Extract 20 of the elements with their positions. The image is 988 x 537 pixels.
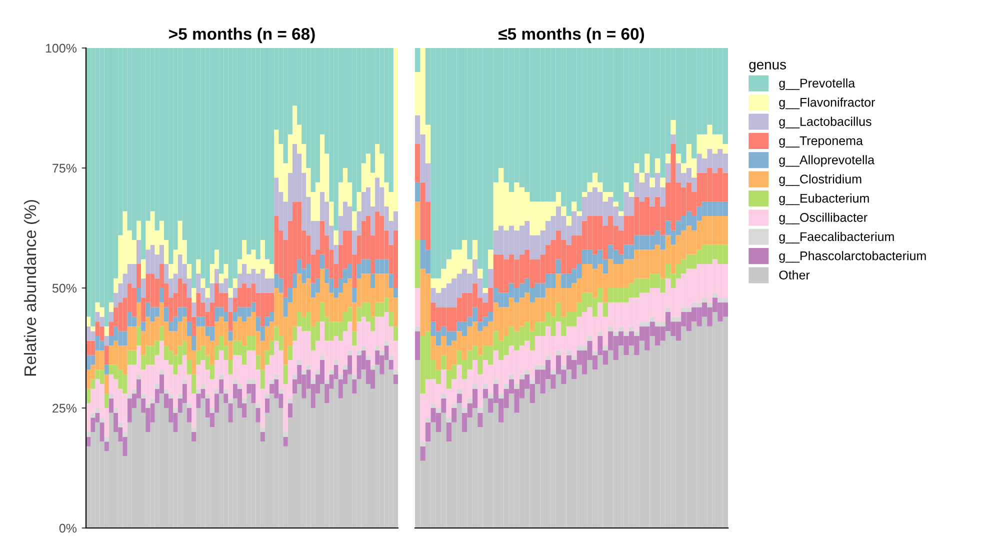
legend-label: g__Treponema bbox=[779, 136, 863, 148]
legend-label: g__Faecalibacterium bbox=[779, 232, 894, 244]
legend-title: genus bbox=[749, 62, 786, 72]
legend-label: g__Oscillibacter bbox=[779, 212, 868, 224]
y-axis-title: Relative abundance (%) bbox=[24, 200, 40, 376]
legend-label: g__Prevotella bbox=[779, 78, 856, 90]
y-tick-label: 75% bbox=[52, 164, 77, 173]
chart-title: >5 months (n = 68) bbox=[169, 28, 315, 44]
y-tick-label: 50% bbox=[52, 284, 77, 293]
legend-label: g__Lactobacillus bbox=[779, 116, 872, 128]
legend-label: g__Phascolarctobacterium bbox=[779, 251, 926, 263]
y-tick-label: 25% bbox=[52, 404, 77, 413]
legend-label: g__Clostridium bbox=[779, 174, 862, 186]
legend-label: g__Alloprevotella bbox=[779, 155, 875, 167]
y-tick-label: 100% bbox=[46, 44, 77, 53]
legend-label: Other bbox=[779, 270, 810, 280]
y-tick-label: 0% bbox=[59, 524, 77, 533]
legend-label: g__Flavonifractor bbox=[779, 98, 876, 110]
legend-label: g__Eubacterium bbox=[779, 194, 869, 206]
chart-title: ≤5 months (n = 60) bbox=[498, 28, 644, 44]
